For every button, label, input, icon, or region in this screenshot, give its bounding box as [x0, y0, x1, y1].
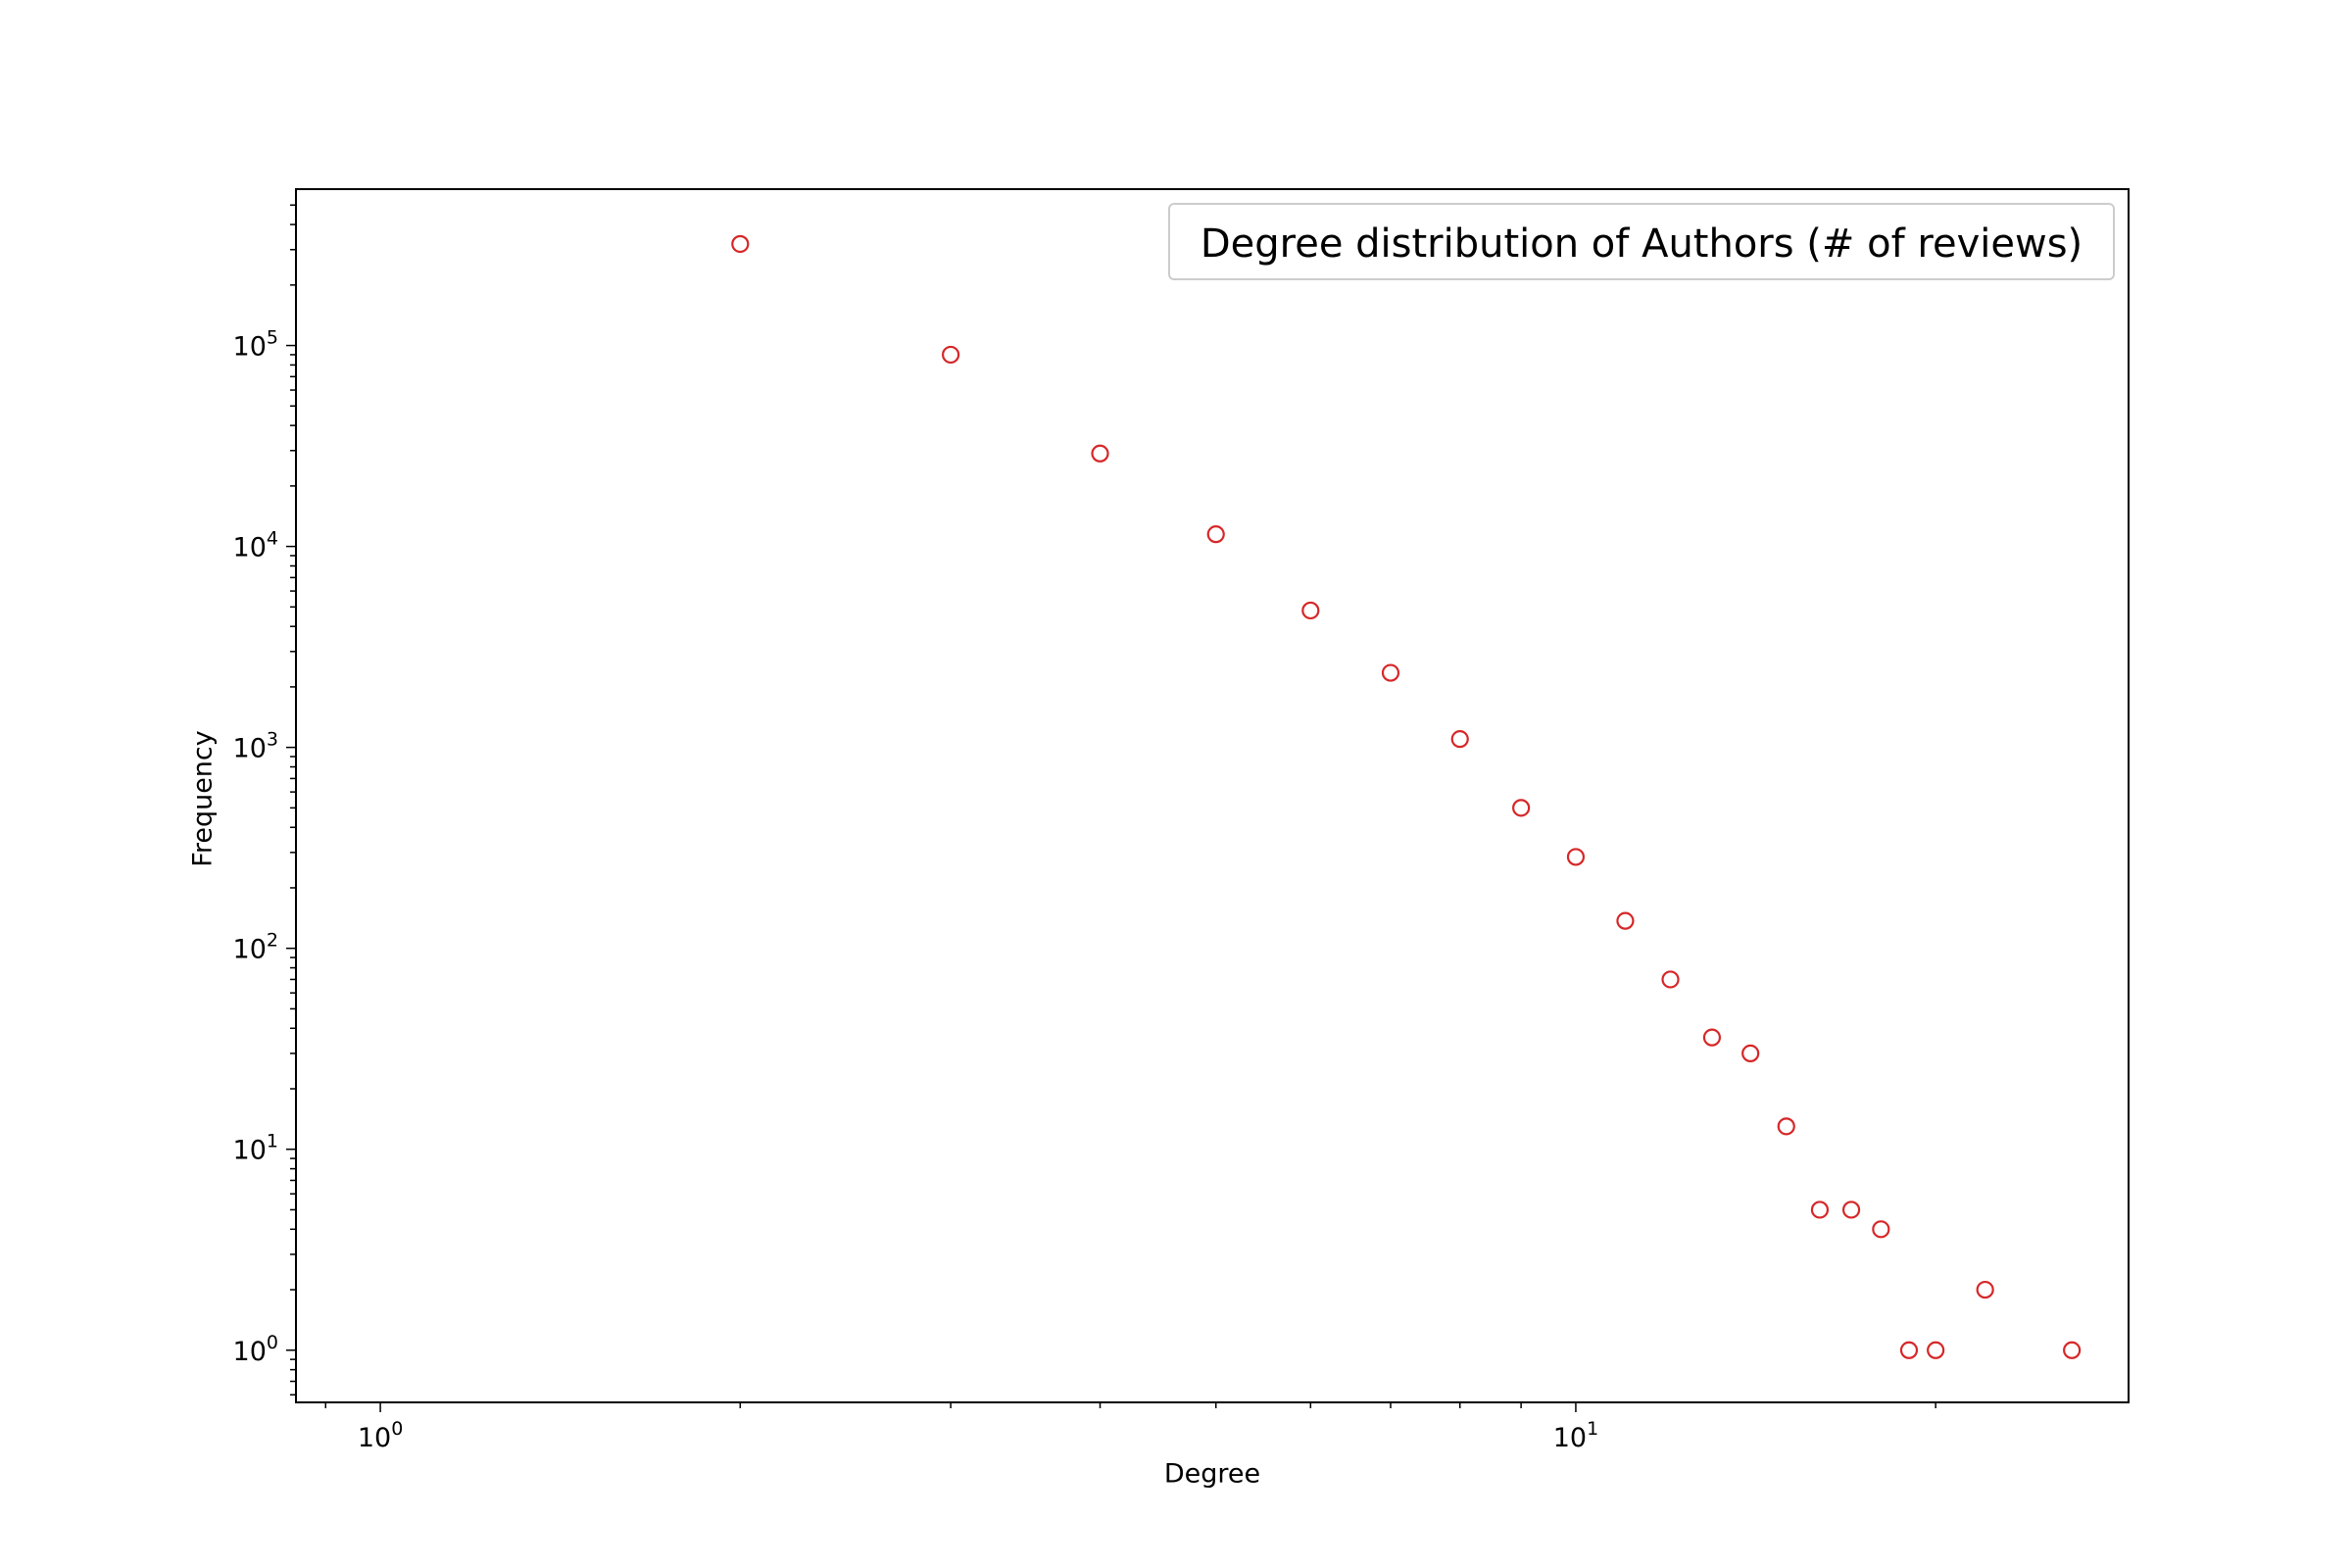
data-point — [1927, 1341, 1945, 1359]
data-point — [1899, 1341, 1919, 1359]
y-tick-label: 100 — [233, 1332, 278, 1367]
data-point — [1777, 1117, 1795, 1136]
data-point — [1702, 1028, 1722, 1047]
major-ticks: 100 101 100 101 102 103 104 105 — [233, 327, 1599, 1453]
data-point — [1976, 1280, 1994, 1299]
y-tick-label: 102 — [233, 930, 278, 965]
x-tick-label: 101 — [1553, 1418, 1598, 1453]
data-point — [1450, 730, 1469, 749]
y-tick-label: 103 — [233, 729, 278, 764]
data-point — [1091, 444, 1109, 463]
legend-label: Degree distribution of Authors (# of rev… — [1200, 221, 2082, 267]
data-point — [1301, 601, 1320, 620]
data-point — [1206, 525, 1225, 544]
y-tick-label: 104 — [233, 528, 278, 564]
data-point — [1616, 911, 1635, 930]
y-axis-label: Frequency — [188, 730, 219, 867]
legend-box — [1168, 203, 2115, 280]
data-point — [1741, 1044, 1760, 1062]
legend: Degree distribution of Authors (# of rev… — [1168, 203, 2115, 280]
plot-frame — [295, 188, 2130, 1403]
data-point — [1872, 1220, 1890, 1239]
x-tick-label: 100 — [358, 1418, 403, 1453]
data-point — [1381, 663, 1400, 682]
y-tick-label: 101 — [233, 1131, 278, 1166]
data-point — [942, 345, 960, 365]
data-point — [1566, 848, 1586, 866]
y-tick-label: 105 — [233, 327, 278, 363]
data-point — [1512, 799, 1531, 817]
data-point — [1841, 1200, 1861, 1219]
x-axis-label: Degree — [1164, 1459, 1260, 1490]
data-point — [1661, 970, 1680, 989]
data-points — [731, 234, 2082, 1359]
data-point — [2063, 1341, 2082, 1359]
data-point — [1810, 1200, 1830, 1219]
data-point — [731, 234, 750, 254]
